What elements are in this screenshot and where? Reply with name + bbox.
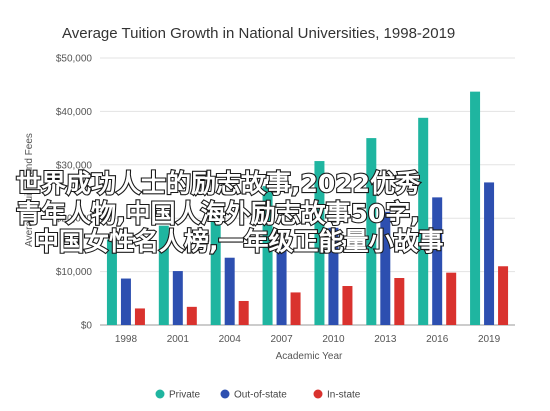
bars — [106, 91, 509, 325]
legend-swatch — [220, 389, 230, 399]
bar-private-2004 — [210, 211, 221, 325]
bar-in-state-2007 — [290, 292, 301, 325]
legend-item-in-state: In-state — [313, 389, 361, 401]
legend: Private Out-of-state In-state — [155, 389, 361, 401]
bar-private-1998 — [106, 239, 117, 325]
legend-swatch — [155, 389, 165, 399]
bar-out-of-state-2007 — [276, 244, 287, 325]
legend-swatch — [313, 389, 323, 399]
gridlines — [100, 57, 515, 326]
legend-label: Out-of-state — [234, 390, 287, 401]
bar-private-2019 — [470, 91, 481, 325]
x-tick-label: 2004 — [219, 334, 242, 345]
overlay-line-2: 青年人物,中国人海外励志故事50字, — [16, 199, 420, 228]
bar-in-state-2013 — [394, 278, 405, 325]
y-tick-label: $20,000 — [56, 214, 93, 225]
x-axis-ticks: 1998 2001 2004 2007 2010 2013 2016 2019 — [115, 334, 501, 345]
overlay-line-1: 世界成功人士的励志故事,2022优秀 — [16, 169, 420, 198]
bar-private-2016 — [418, 117, 429, 325]
bar-out-of-state-2004 — [224, 257, 235, 325]
x-tick-label: 2016 — [426, 334, 449, 345]
bar-in-state-1998 — [134, 308, 145, 325]
x-axis-title: Academic Year — [276, 351, 343, 362]
y-tick-label: $10,000 — [56, 267, 93, 278]
x-tick-label: 2010 — [322, 334, 345, 345]
legend-label: Private — [169, 390, 201, 401]
x-tick-label: 2007 — [270, 334, 293, 345]
bar-in-state-2019 — [498, 266, 509, 325]
bar-out-of-state-2013 — [380, 211, 391, 325]
x-tick-label: 2001 — [167, 334, 190, 345]
bar-in-state-2004 — [238, 300, 249, 325]
chart-title: Average Tuition Growth in National Unive… — [62, 25, 455, 42]
overlay-caption: 世界成功人士的励志故事,2022优秀 青年人物,中国人海外励志故事50字, 中国… — [15, 168, 445, 257]
y-axis-title: Average Tuition and Fees — [24, 133, 35, 247]
y-tick-label: $50,000 — [56, 54, 93, 65]
bar-out-of-state-2010 — [328, 227, 339, 325]
legend-item-private: Private — [155, 389, 201, 401]
y-axis-ticks: $0 $10,000 $20,000 $30,000 $40,000 $50,000 — [56, 54, 93, 332]
bar-out-of-state-2016 — [432, 197, 443, 325]
bar-private-2013 — [366, 138, 377, 325]
bar-private-2010 — [314, 161, 325, 325]
x-tick-label: 2013 — [374, 334, 397, 345]
bar-private-2007 — [262, 186, 273, 325]
legend-label: In-state — [327, 390, 361, 401]
x-tick-label: 2019 — [478, 334, 501, 345]
y-tick-label: $40,000 — [56, 107, 93, 118]
bar-in-state-2010 — [342, 286, 353, 325]
bar-in-state-2016 — [446, 272, 457, 325]
bar-private-2001 — [158, 225, 169, 325]
y-tick-label: $0 — [81, 321, 93, 332]
bar-out-of-state-1998 — [120, 278, 131, 325]
bar-in-state-2001 — [186, 306, 197, 325]
overlay-line-3: 中国女性名人榜,一年级正能量小故事 — [34, 227, 444, 256]
bar-out-of-state-2019 — [484, 182, 495, 325]
x-tick-label: 1998 — [115, 334, 138, 345]
bar-out-of-state-2001 — [172, 271, 183, 325]
y-tick-label: $30,000 — [56, 160, 93, 171]
legend-item-out-of-state: Out-of-state — [220, 389, 287, 401]
